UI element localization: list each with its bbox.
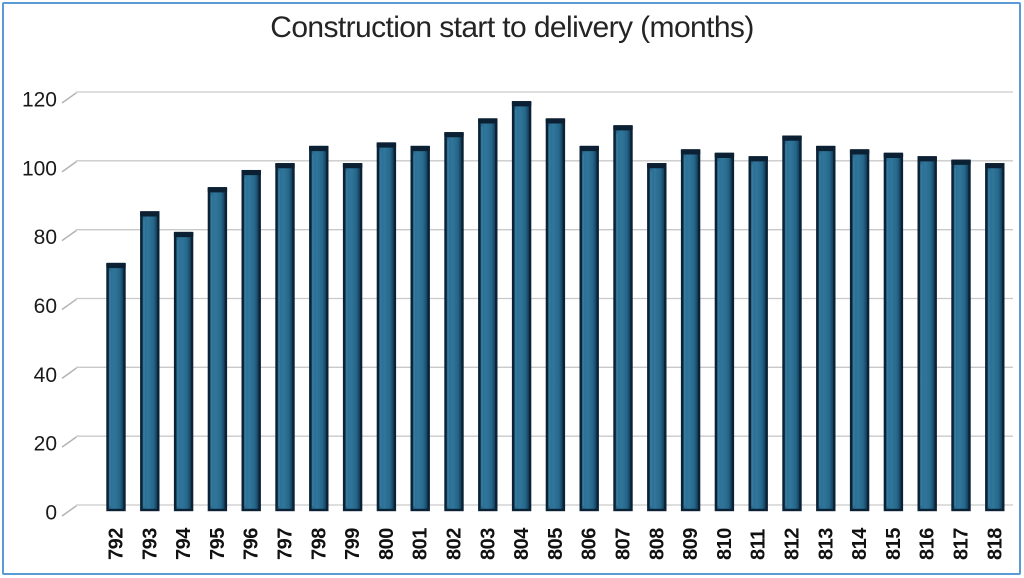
y-gridline-tick-60	[61, 298, 77, 311]
x-tick-label-816: 816	[917, 528, 939, 560]
x-tick-label-792: 792	[106, 528, 128, 560]
bar-799	[342, 163, 363, 512]
bar-804	[511, 101, 532, 512]
x-tick-label-807: 807	[613, 528, 635, 560]
bar-806	[579, 145, 599, 512]
x-tick-label-806: 806	[579, 528, 601, 560]
x-tick-label-818: 818	[984, 528, 1006, 560]
x-tick-label-799: 799	[342, 528, 364, 560]
y-tick-label-20: 20	[34, 433, 57, 456]
x-tick-label-795: 795	[207, 528, 229, 560]
bar-794	[173, 231, 194, 512]
bar-797	[275, 163, 295, 512]
y-tick-label-120: 120	[22, 89, 57, 112]
bar-809	[680, 149, 701, 512]
bar-802	[444, 132, 464, 512]
bar-796	[241, 169, 261, 512]
x-tick-label-804: 804	[511, 527, 533, 560]
x-tick-label-801: 801	[410, 528, 432, 560]
x-tick-label-812: 812	[782, 528, 804, 560]
bar-812	[782, 135, 802, 512]
y-tick-label-40: 40	[34, 364, 57, 387]
bar-792	[106, 262, 126, 512]
x-tick-label-810: 810	[714, 528, 736, 560]
bar-808	[647, 163, 667, 512]
x-tick-label-811: 811	[748, 529, 770, 560]
x-tick-label-809: 809	[680, 528, 702, 560]
chart-title: Construction start to delivery (months)	[270, 11, 754, 44]
bar-813	[816, 145, 836, 512]
x-tick-label-813: 813	[815, 528, 837, 560]
y-tick-label-100: 100	[22, 157, 57, 180]
x-tick-label-803: 803	[477, 528, 499, 560]
bar-801	[410, 145, 430, 512]
x-tick-label-800: 800	[376, 528, 398, 560]
bar-800	[376, 142, 397, 512]
bar-817	[951, 159, 971, 512]
x-tick-label-794: 794	[173, 527, 195, 560]
x-tick-label-796: 796	[241, 528, 263, 560]
y-gridline-tick-120	[61, 92, 77, 104]
x-tick-label-797: 797	[275, 528, 297, 560]
bar-803	[478, 118, 498, 512]
bar-811	[748, 156, 768, 512]
bar-818	[985, 163, 1005, 512]
bar-815	[883, 152, 904, 512]
x-tick-label-805: 805	[545, 528, 567, 560]
bar-814	[849, 149, 870, 512]
bar-807	[613, 125, 633, 512]
y-gridline-tick-0	[61, 505, 77, 517]
bar-805	[545, 118, 566, 512]
bar-798	[309, 145, 329, 512]
y-gridline-tick-100	[61, 160, 77, 173]
x-tick-label-808: 808	[646, 528, 668, 560]
bar-793	[140, 211, 160, 512]
x-tick-label-798: 798	[308, 528, 330, 560]
x-tick-label-802: 802	[444, 528, 466, 560]
y-gridline-tick-40	[61, 367, 77, 379]
y-tick-label-60: 60	[34, 295, 57, 318]
y-gridline-tick-20	[61, 436, 77, 448]
x-tick-label-815: 815	[883, 528, 905, 560]
y-tick-label-0: 0	[45, 502, 57, 525]
y-tick-label-80: 80	[34, 226, 57, 249]
bar-816	[917, 156, 937, 512]
bar-810	[714, 152, 735, 512]
bar-795	[207, 187, 228, 512]
x-tick-label-793: 793	[139, 528, 161, 560]
y-gridline-tick-80	[61, 229, 77, 242]
x-tick-label-814: 814	[849, 527, 871, 560]
x-tick-label-817: 817	[951, 528, 973, 560]
